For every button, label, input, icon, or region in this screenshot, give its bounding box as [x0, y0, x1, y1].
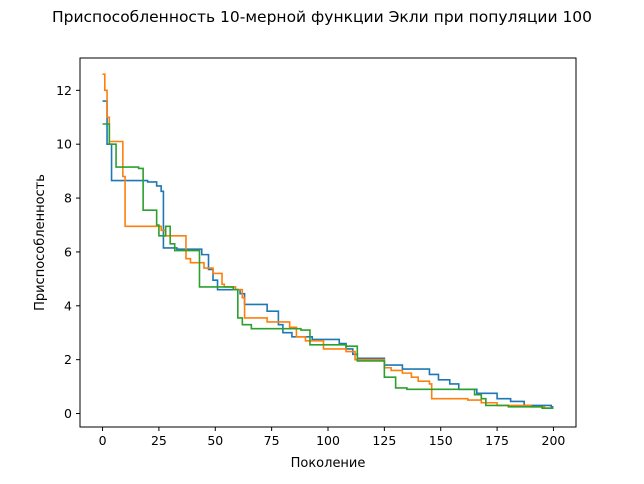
- x-tick-label: 50: [207, 433, 223, 448]
- x-tick-label: 100: [316, 433, 340, 448]
- y-tick-label: 12: [56, 83, 72, 98]
- x-tick-label: 175: [485, 433, 509, 448]
- y-axis-label: Приспособленность: [33, 174, 48, 311]
- x-tick-label: 200: [542, 433, 566, 448]
- series-line-2: [102, 73, 554, 409]
- x-tick-label: 150: [429, 433, 453, 448]
- y-tick-label: 2: [64, 352, 72, 367]
- y-tick-label: 0: [64, 406, 72, 421]
- x-tick-label: 0: [99, 433, 107, 448]
- series-line-3: [102, 123, 554, 409]
- x-tick-label: 25: [151, 433, 167, 448]
- chart-title: Приспособленность 10-мерной функции Экли…: [51, 8, 593, 26]
- x-tick-label: 125: [372, 433, 396, 448]
- y-tick-label: 8: [64, 191, 72, 206]
- x-axis-label: Поколение: [291, 456, 366, 471]
- y-tick-label: 6: [64, 244, 72, 259]
- x-tick-label: 75: [264, 433, 280, 448]
- y-tick-label: 4: [64, 298, 72, 313]
- series-line-1: [102, 100, 554, 408]
- plot-frame: [79, 57, 577, 428]
- y-tick-label: 10: [56, 137, 72, 152]
